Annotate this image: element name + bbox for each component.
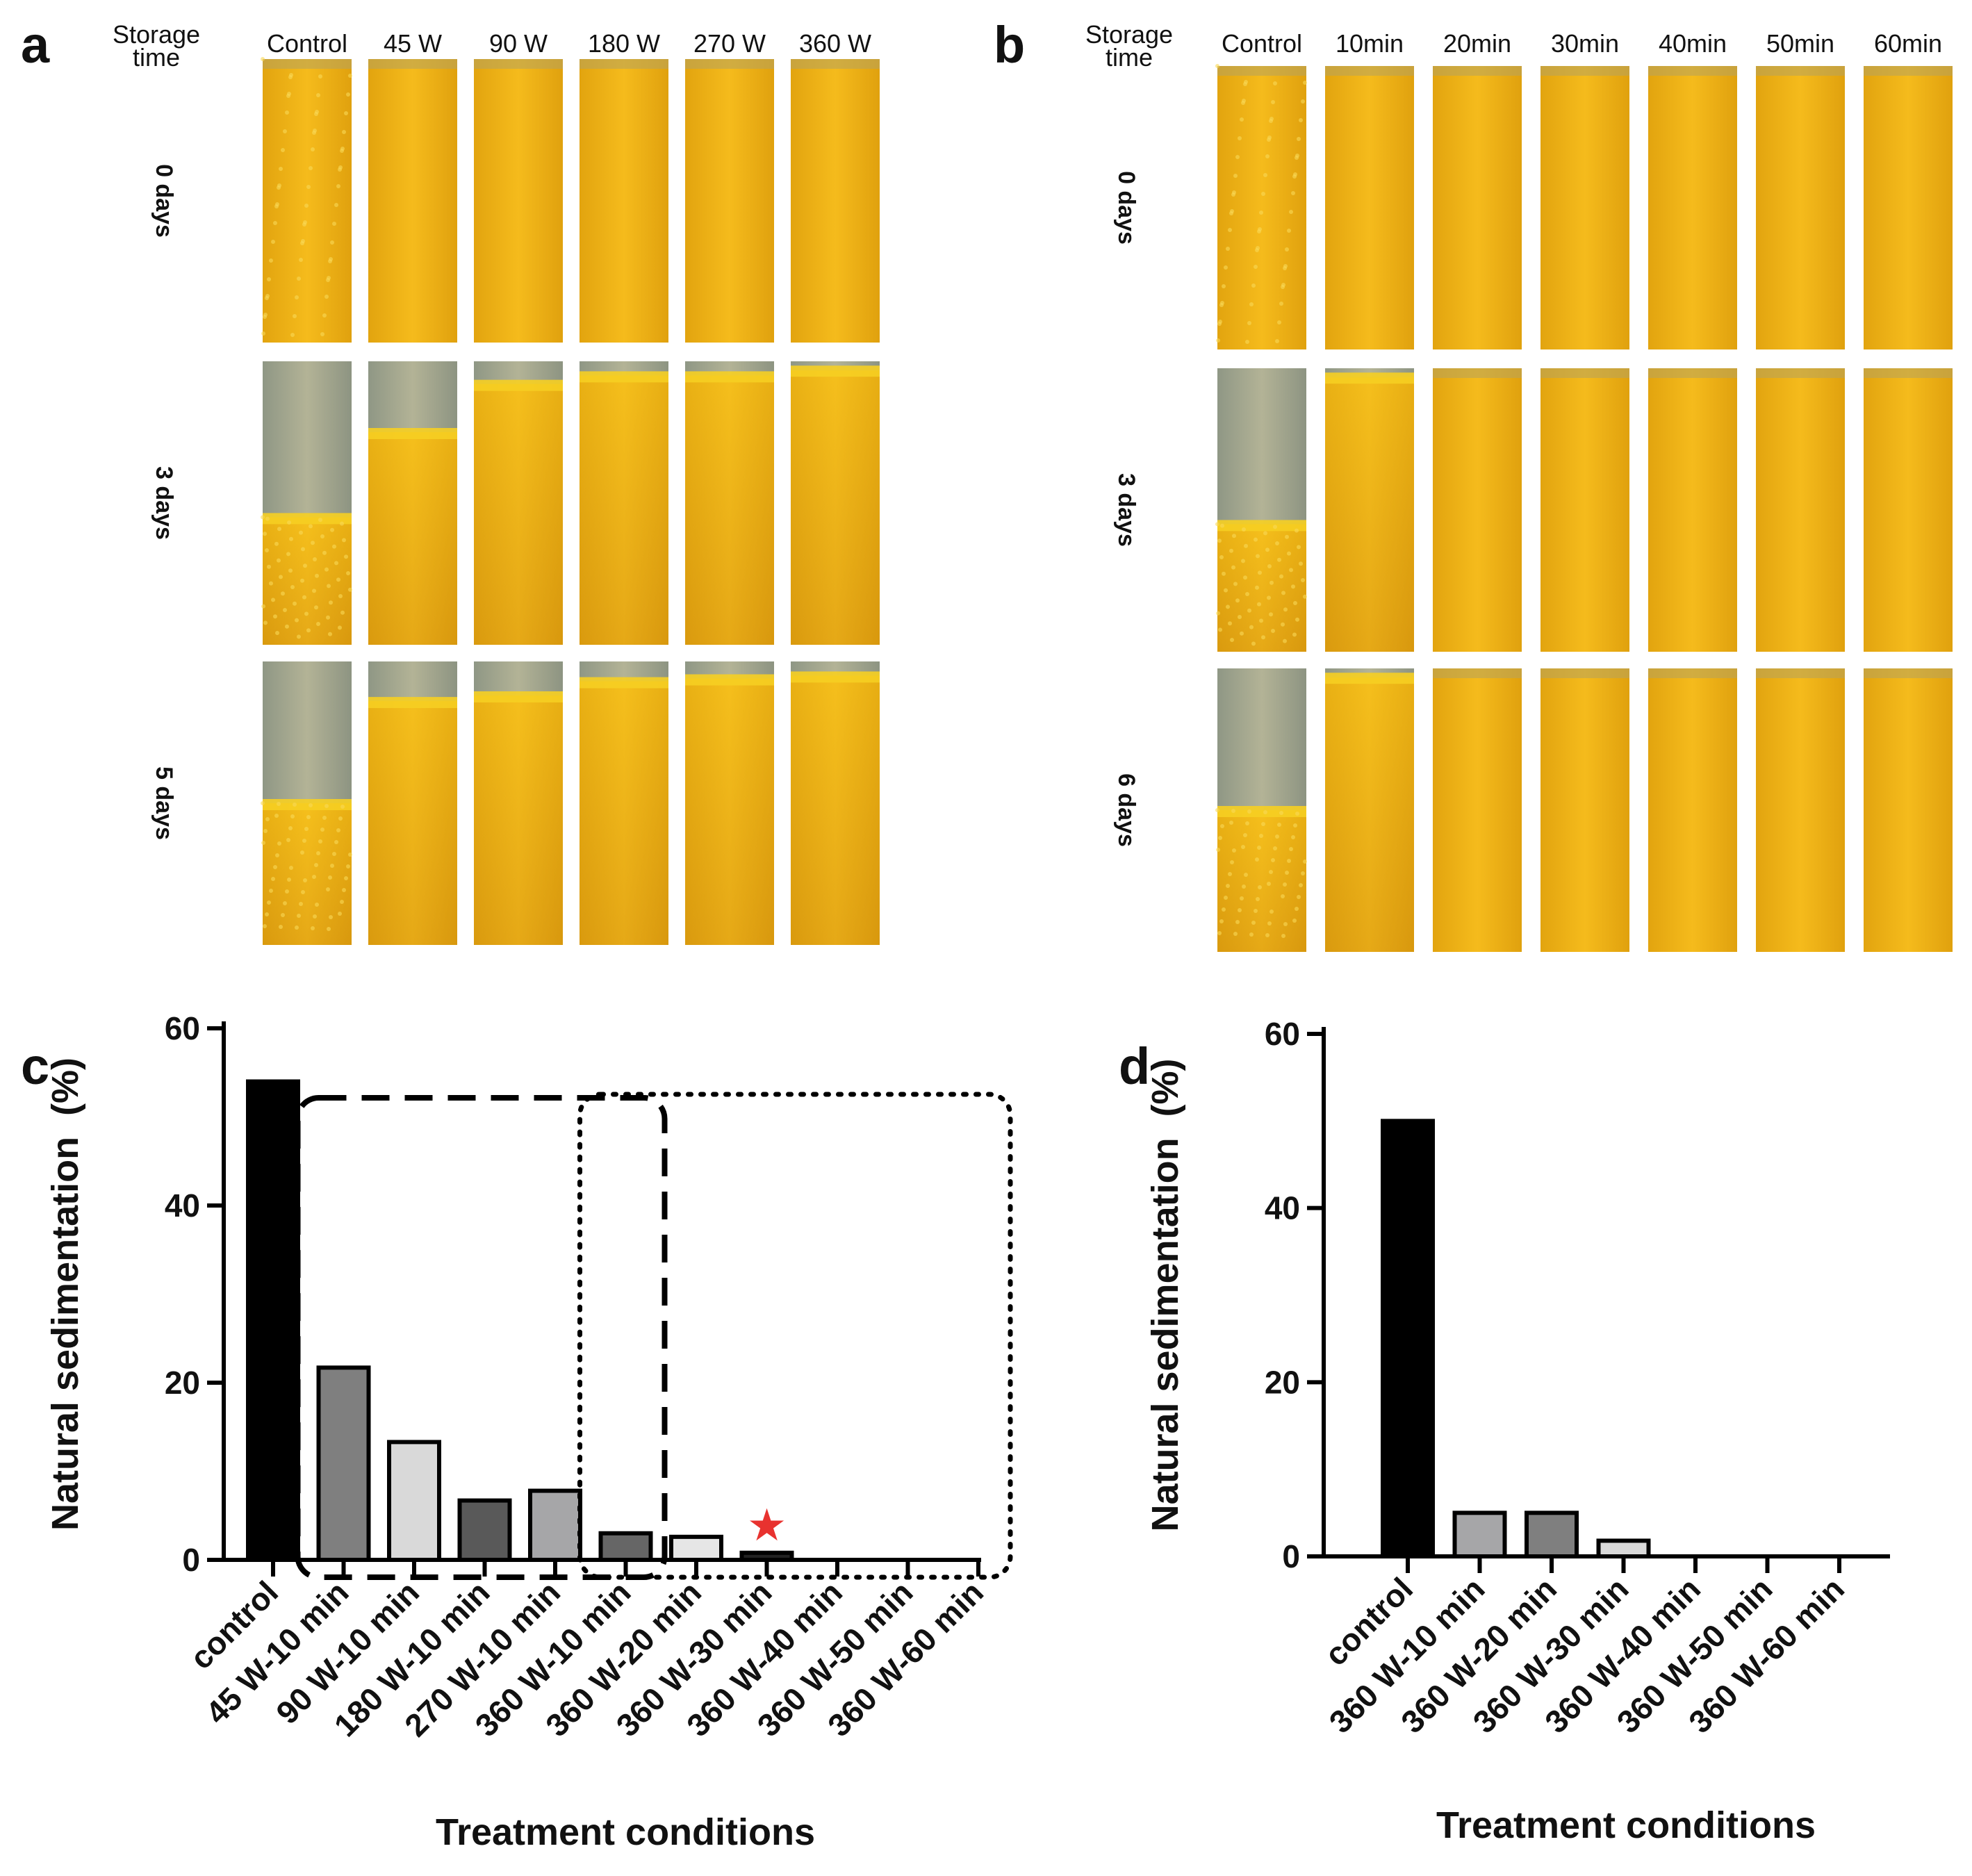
sample-photo-a	[791, 59, 880, 343]
sample-photo-a	[791, 661, 880, 945]
sample-photo-a	[261, 661, 352, 945]
column-header-b: 50min	[1766, 29, 1834, 58]
sample-photo-b	[1325, 66, 1414, 349]
sample-photo-b	[1864, 66, 1953, 349]
sample-photo-a	[580, 361, 668, 645]
x-axis-title: Treatment conditions	[436, 1811, 815, 1853]
photo-grid-a: Control 45 W 90 W 180 W 270 W 360 W 0 days 3 da…	[151, 29, 880, 945]
bar-360-w-10-min	[1452, 1511, 1507, 1558]
sample-photo-b	[1756, 368, 1845, 652]
sample-photo-a	[368, 661, 457, 945]
storage-time-label-b-line2: time	[1106, 43, 1153, 72]
sample-photo-b	[1648, 368, 1737, 652]
column-header-a: Control	[267, 29, 347, 58]
panel-label-d: d	[1119, 1037, 1150, 1095]
y-tick-label: 60	[165, 1010, 200, 1046]
storage-time-label-b-line1: Storage	[1085, 20, 1173, 49]
bar-control	[246, 1079, 300, 1562]
y-axis-title: Natural sedimentation (%)	[44, 1058, 86, 1531]
highlight-box-dotted	[577, 1092, 1013, 1580]
sample-photo-b	[1756, 66, 1845, 349]
y-axis-title: Natural sedimentation (%)	[1144, 1058, 1186, 1531]
column-header-b: 20min	[1443, 29, 1511, 58]
bar-90-w-10-min	[387, 1440, 441, 1563]
column-header-b: 60min	[1874, 29, 1942, 58]
sample-photo-a	[474, 661, 563, 945]
row-label-a: 5 days	[151, 766, 177, 840]
highlight-box-dashed	[295, 1095, 668, 1580]
sample-photo-b	[1215, 64, 1307, 349]
column-header-b: 40min	[1659, 29, 1727, 58]
row-label-b: 6 days	[1113, 773, 1140, 847]
column-header-b: 10min	[1336, 29, 1404, 58]
sample-photo-b	[1648, 668, 1737, 952]
column-header-a: 360 W	[799, 29, 871, 58]
row-label-a: 0 days	[151, 164, 177, 238]
sample-photo-a	[474, 59, 563, 343]
sample-photo-a	[261, 361, 352, 645]
panel-label-a: a	[21, 16, 50, 74]
sample-photo-b	[1540, 668, 1629, 952]
column-header-b: 30min	[1551, 29, 1619, 58]
bar-180-w-10-min	[457, 1498, 512, 1562]
y-tick-label: 20	[165, 1365, 200, 1401]
sample-photo-a	[580, 59, 668, 343]
sample-photo-b	[1215, 668, 1307, 952]
sample-photo-a	[685, 59, 774, 343]
column-header-a: 180 W	[588, 29, 660, 58]
sample-photo-b	[1540, 66, 1629, 349]
sample-photo-b	[1864, 368, 1953, 652]
sample-photo-a	[580, 661, 668, 945]
y-tick-label: 60	[1265, 1016, 1300, 1052]
bar-270-w-10-min	[528, 1488, 582, 1563]
column-header-a: 270 W	[693, 29, 766, 58]
sample-photo-b	[1540, 368, 1629, 652]
bar-360-w-10-min	[598, 1531, 653, 1562]
sample-photo-a	[685, 361, 774, 645]
row-label-a: 3 days	[151, 466, 177, 540]
sample-photo-a	[685, 661, 774, 945]
storage-time-label-a-line1: Storage	[113, 20, 200, 49]
sample-photo-b	[1325, 368, 1414, 652]
sample-photo-b	[1864, 668, 1953, 952]
bar-360-w-20-min	[1525, 1511, 1579, 1558]
column-header-a: 90 W	[489, 29, 548, 58]
sample-photo-b	[1215, 368, 1307, 652]
sample-photo-b	[1433, 668, 1522, 952]
sample-photo-b	[1433, 66, 1522, 349]
column-header-b: Control	[1222, 29, 1302, 58]
y-tick-label: 0	[182, 1542, 200, 1578]
y-tick-label: 40	[1265, 1190, 1300, 1226]
sample-photo-a	[261, 57, 352, 343]
row-label-b: 0 days	[1113, 171, 1140, 245]
bar-360-w-20-min	[669, 1534, 723, 1563]
bar-control	[1381, 1119, 1435, 1559]
sample-photo-b	[1648, 66, 1737, 349]
bar-45-w-10-min	[316, 1365, 371, 1562]
sample-photo-a	[474, 361, 563, 645]
sample-photo-a	[791, 361, 880, 645]
sample-photo-b	[1756, 668, 1845, 952]
y-tick-label: 40	[165, 1187, 200, 1224]
panel-label-b: b	[994, 16, 1025, 74]
panel-label-c: c	[21, 1037, 49, 1095]
row-label-b: 3 days	[1113, 473, 1140, 547]
sample-photo-b	[1325, 668, 1414, 952]
bar-360-w-30-min	[739, 1550, 794, 1563]
star-icon: ★	[747, 1500, 787, 1552]
photo-grid-b: Control 10min 20min 30min 40min 50min 60min 0 d…	[1113, 29, 1953, 952]
column-header-a: 45 W	[384, 29, 442, 58]
storage-time-label-a-line2: time	[133, 43, 180, 72]
sample-photo-a	[368, 361, 457, 645]
sample-photo-a	[368, 59, 457, 343]
bar-360-w-30-min	[1596, 1538, 1651, 1558]
y-tick-label: 20	[1265, 1364, 1300, 1400]
y-tick-label: 0	[1282, 1538, 1300, 1574]
x-axis-title: Treatment conditions	[1436, 1804, 1816, 1846]
sample-photo-b	[1433, 368, 1522, 652]
